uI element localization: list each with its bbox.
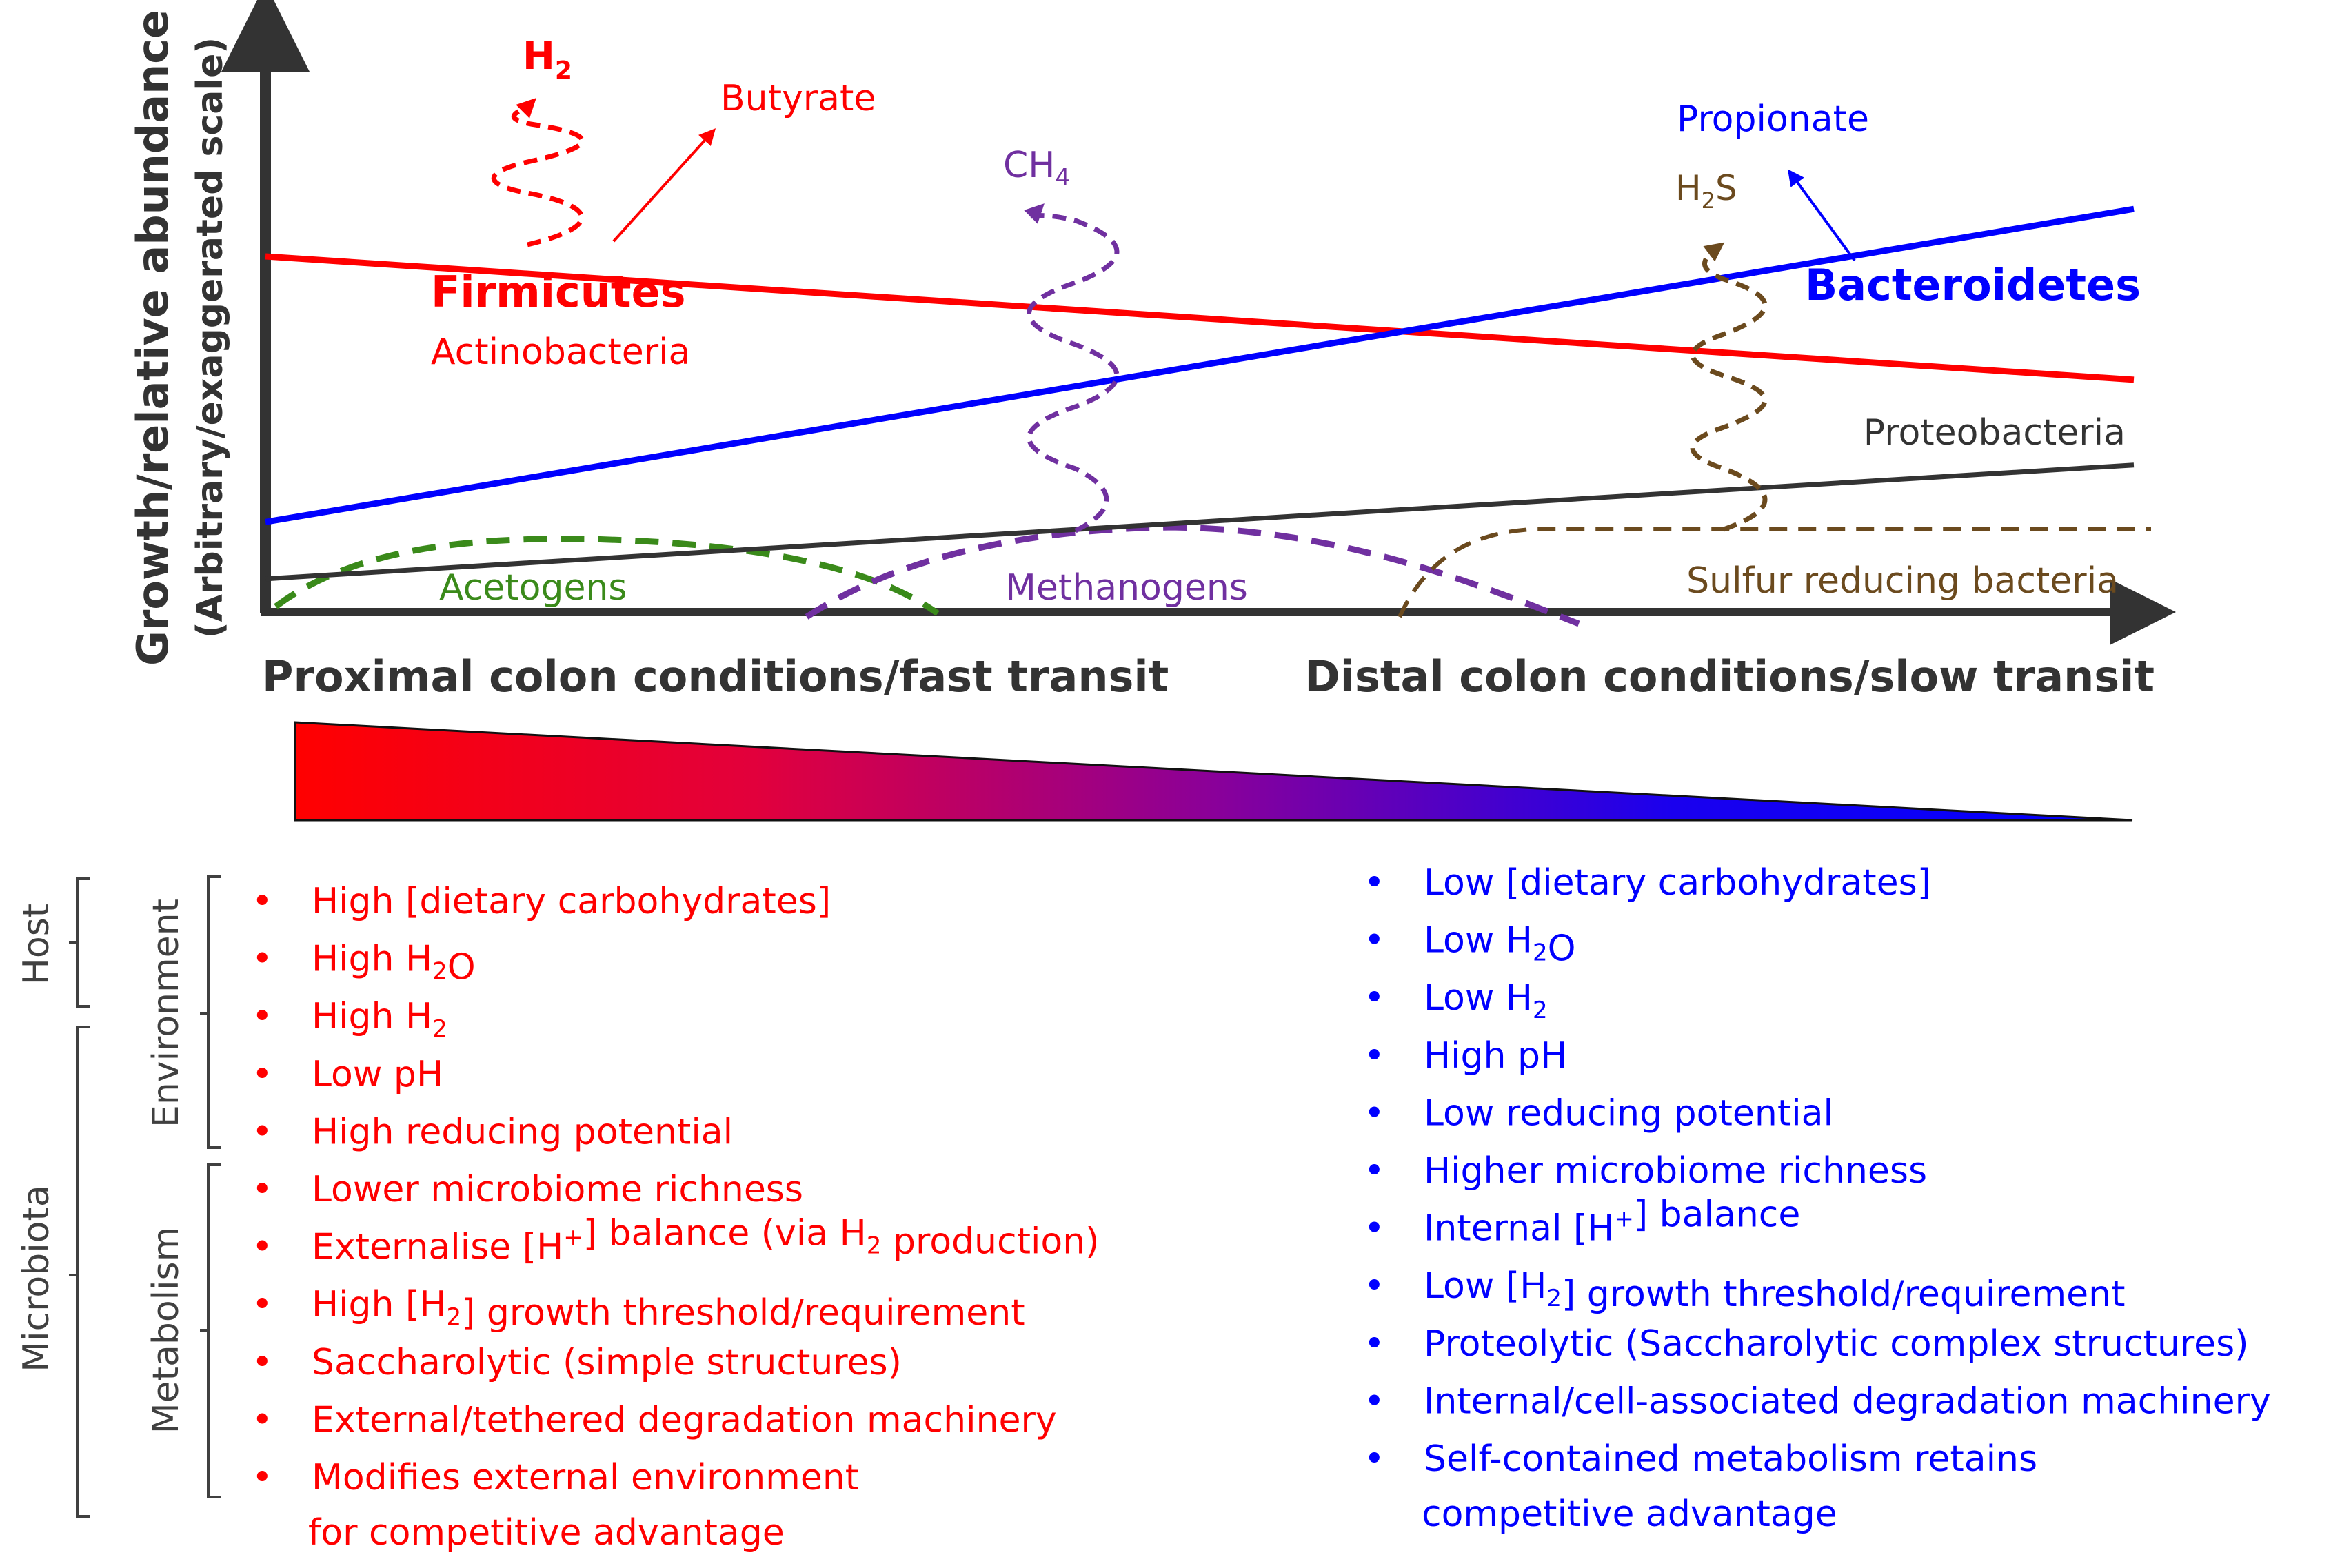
right-list-item: Self-contained metabolism retains	[1424, 1438, 2037, 1480]
left-list-bullet: •	[252, 1227, 273, 1268]
right-list-item: Proteolytic (Saccharolytic complex struc…	[1424, 1323, 2249, 1365]
left-list-item: High reducing potential	[312, 1111, 733, 1152]
right-list-item: High pH	[1424, 1035, 1567, 1077]
left-list-bullet: •	[252, 1399, 273, 1440]
left-list-continuation: for competitive advantage	[308, 1512, 785, 1554]
x-axis-right-label: Distal colon conditions/slow transit	[1304, 651, 2155, 702]
bacteroidetes-line	[265, 205, 2135, 525]
left-list-item: Saccharolytic (simple structures)	[312, 1342, 902, 1383]
left-list-bullet: •	[252, 881, 273, 922]
h2-label: H2	[523, 34, 572, 85]
right-list-bullet: •	[1364, 1035, 1385, 1077]
right-list-bullet: •	[1364, 862, 1385, 904]
right-list-bullet: •	[1364, 920, 1385, 961]
left-list-bullet: •	[252, 1169, 273, 1210]
ch4-label: CH4	[1003, 145, 1070, 192]
metabolism-bracket	[207, 1163, 221, 1498]
host-bracket	[76, 877, 90, 1008]
gradient-triangle	[294, 721, 2133, 822]
butyrate-label: Butyrate	[720, 78, 876, 119]
proteobacteria-label: Proteobacteria	[1864, 412, 2126, 454]
left-list-item: Externalise [H+] balance (via H2 product…	[312, 1213, 1099, 1268]
left-list-item: High [H2] growth threshold/requirement	[312, 1284, 1025, 1334]
x-axis-left-label: Proximal colon conditions/fast transit	[262, 651, 1169, 702]
right-list-bullet: •	[1364, 977, 1385, 1019]
y-axis-sublabel: (Arbitrary/exaggerated scale)	[190, 37, 231, 638]
right-list-item: Higher microbiome richness	[1424, 1150, 1927, 1192]
left-list-item: Lower microbiome richness	[312, 1169, 803, 1210]
right-list-item: Internal/cell-associated degradation mac…	[1424, 1381, 2271, 1422]
left-list-bullet: •	[252, 1111, 273, 1152]
acetogens-label: Acetogens	[439, 567, 627, 609]
right-list-item: Low [dietary carbohydrates]	[1424, 862, 1931, 904]
environment-label: Environment	[145, 899, 187, 1128]
left-list-item: High [dietary carbohydrates]	[312, 881, 831, 922]
butyrate-arrow	[612, 128, 716, 243]
microbiota-label: Microbiota	[16, 1185, 57, 1372]
proteobacteria-line	[265, 462, 2135, 582]
sulfur-reducing-curve	[1398, 527, 2151, 618]
h2s-label: H2S	[1675, 168, 1737, 214]
propionate-arrow	[1787, 169, 1856, 262]
h2-wavy-arrow	[492, 98, 585, 247]
metabolism-label: Metabolism	[145, 1227, 187, 1434]
left-list-item: Modifies external environment	[312, 1457, 859, 1498]
distal-conditions-list: • Low [dietary carbohydrates] • Low H2O • Low…	[1364, 862, 2271, 1480]
right-list-item: Low H2O	[1424, 920, 1576, 970]
left-list-bullet: •	[252, 996, 273, 1037]
right-list-bullet: •	[1364, 1092, 1385, 1134]
y-axis-label: Growth/relative abundance	[128, 10, 178, 666]
left-list-item: High H2O	[312, 939, 476, 988]
right-list-bullet: •	[1364, 1150, 1385, 1192]
host-label: Host	[16, 904, 57, 985]
right-list-bullet: •	[1364, 1323, 1385, 1365]
left-list-bullet: •	[252, 1457, 273, 1498]
right-list-item: Internal [H+] balance	[1424, 1194, 1800, 1250]
left-list-item: External/tethered degradation machinery	[312, 1399, 1057, 1440]
left-list-item: High H2	[312, 996, 447, 1043]
actinobacteria-label: Actinobacteria	[431, 332, 690, 373]
right-list-bullet: •	[1364, 1438, 1385, 1480]
right-list-item: Low H2	[1424, 977, 1548, 1024]
firmicutes-line	[265, 253, 2135, 383]
sulfur-reducing-label: Sulfur reducing bacteria	[1686, 560, 2119, 602]
left-list-bullet: •	[252, 939, 273, 980]
right-list-item: Low reducing potential	[1424, 1092, 1833, 1134]
right-list-continuation: competitive advantage	[1422, 1494, 1837, 1535]
left-list-bullet: •	[252, 1054, 273, 1095]
ch4-wavy-arrow	[1024, 203, 1120, 533]
microbiota-bracket	[76, 1026, 90, 1518]
right-list-bullet: •	[1364, 1381, 1385, 1422]
firmicutes-label: Firmicutes	[431, 267, 686, 317]
right-list-bullet: •	[1364, 1265, 1385, 1307]
bacteroidetes-label: Bacteroidetes	[1805, 260, 2141, 310]
left-list-item: Low pH	[312, 1054, 443, 1095]
right-list-bullet: •	[1364, 1208, 1385, 1250]
methanogens-curve	[805, 524, 1580, 627]
right-list-item: Low [H2] growth threshold/requirement	[1424, 1265, 2126, 1315]
left-list-bullet: •	[252, 1284, 273, 1325]
methanogens-label: Methanogens	[1005, 567, 1248, 609]
h2s-wavy-arrow	[1690, 242, 1768, 532]
environment-bracket	[207, 875, 221, 1149]
left-list-bullet: •	[252, 1342, 273, 1383]
propionate-label: Propionate	[1677, 99, 1869, 140]
proximal-conditions-list: • High [dietary carbohydrates] • High H2O • H…	[252, 881, 1099, 1498]
